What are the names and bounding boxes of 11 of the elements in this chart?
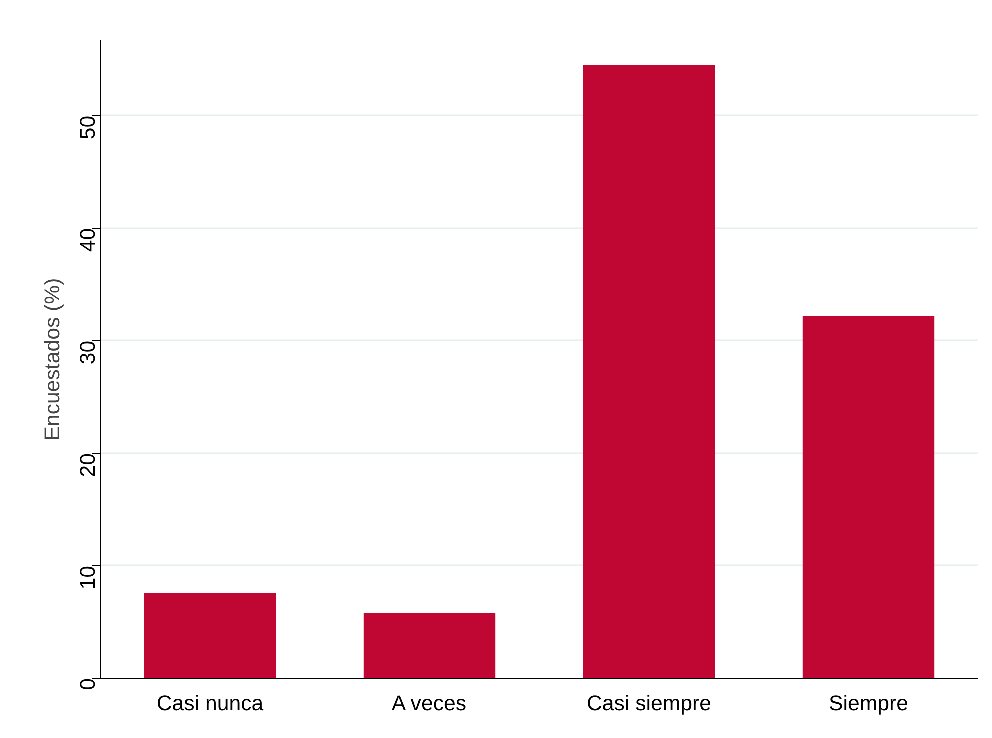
- y-tick-label: 20: [76, 453, 100, 478]
- y-tick-label: 40: [76, 228, 100, 252]
- y-axis-title: Encuestados (%): [40, 278, 64, 441]
- x-tick-label: Casi nunca: [156, 692, 264, 716]
- y-tick-label: 10: [76, 566, 100, 590]
- y-tick-label: 0: [76, 678, 100, 690]
- y-tick-label: 50: [76, 116, 100, 140]
- y-tick-label: 30: [76, 340, 100, 365]
- x-tick-label: Siempre: [829, 692, 908, 716]
- x-tick-label: A veces: [392, 692, 467, 716]
- x-tick-label: Casi siempre: [587, 692, 712, 716]
